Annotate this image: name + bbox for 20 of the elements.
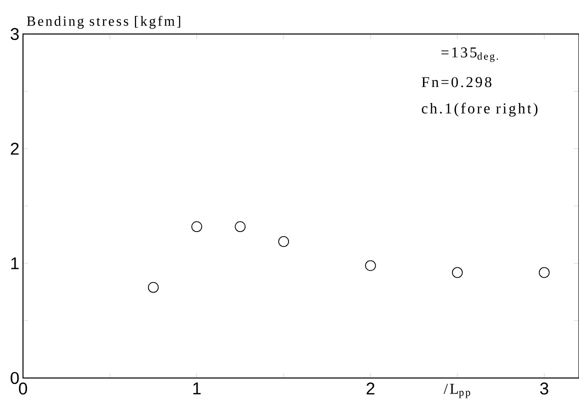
x-tick-label: 1 xyxy=(193,382,201,394)
point xyxy=(538,267,550,278)
x-tick-label: 3 xyxy=(540,382,548,395)
point xyxy=(278,236,290,247)
point xyxy=(191,221,202,232)
y-tick-label: 0 xyxy=(10,372,19,384)
point xyxy=(234,221,246,232)
x-tick-label: 2 xyxy=(366,382,374,394)
annotation: =135$_{deg.}$ xyxy=(442,47,498,62)
y-tick-label: 3 xyxy=(10,28,19,40)
point xyxy=(365,260,376,272)
y-tick-label: 2 xyxy=(10,142,19,155)
x-axis-title: /L$_{pp}$ xyxy=(444,384,470,398)
annotation: Fn=0.298 xyxy=(422,77,492,88)
y-axis-title: Bending stress [kgfm] xyxy=(26,16,180,29)
point xyxy=(148,282,159,293)
annotation: ch.1(fore right) xyxy=(422,102,538,117)
x-tick-label: 0 xyxy=(18,382,28,395)
point xyxy=(452,267,463,278)
y-tick-label: 1 xyxy=(11,257,19,270)
